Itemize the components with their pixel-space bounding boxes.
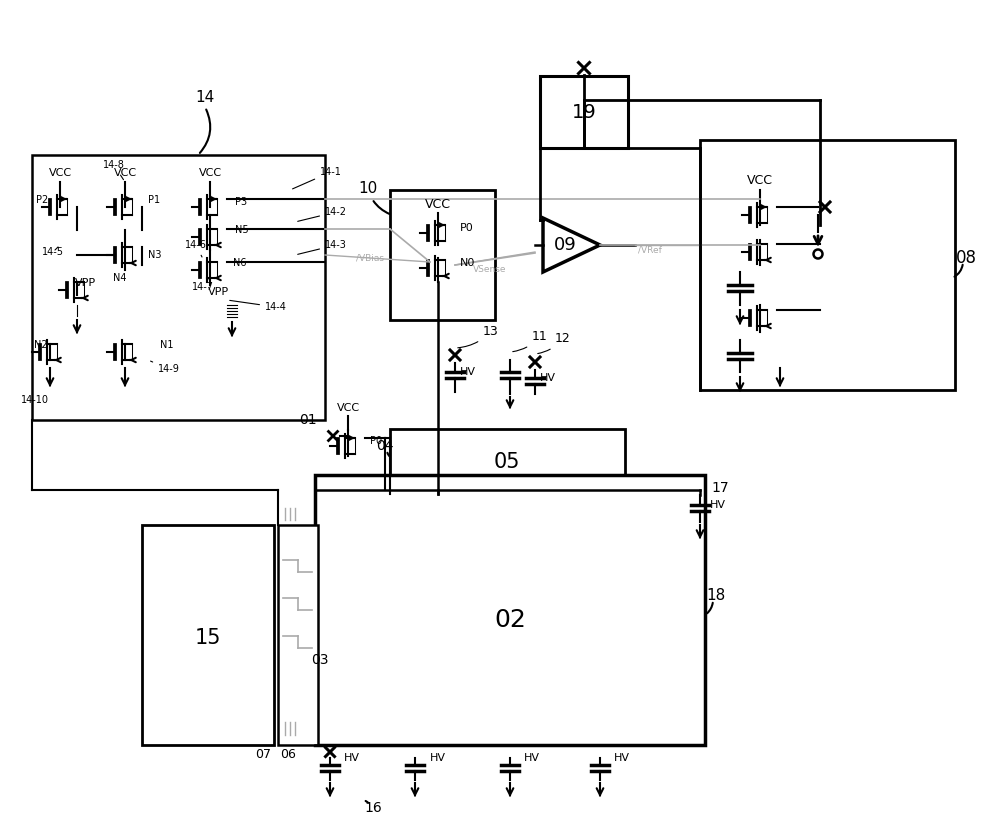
Text: HV: HV (430, 753, 446, 763)
Text: VPP: VPP (74, 278, 96, 288)
Text: 15: 15 (195, 628, 221, 648)
Text: 16: 16 (364, 801, 382, 815)
Text: HV: HV (614, 753, 630, 763)
Text: HV: HV (460, 367, 476, 377)
Text: 14-9: 14-9 (151, 361, 180, 374)
Text: 11: 11 (513, 330, 548, 352)
Text: 17: 17 (711, 481, 729, 495)
Bar (142, 525, 274, 745)
Text: 01: 01 (299, 413, 317, 427)
Text: 14-4: 14-4 (230, 300, 287, 312)
Text: HV: HV (540, 373, 556, 383)
Text: VSense: VSense (473, 266, 507, 275)
Text: 02: 02 (494, 608, 526, 632)
Text: 03: 03 (311, 653, 329, 667)
Text: 12: 12 (538, 332, 571, 353)
Text: 19: 19 (572, 103, 596, 122)
Text: N0: N0 (460, 258, 475, 268)
Text: P1: P1 (148, 195, 160, 205)
Text: 05: 05 (494, 452, 520, 472)
Text: N6: N6 (233, 258, 246, 268)
Text: 06: 06 (280, 749, 296, 761)
Text: 14: 14 (195, 90, 215, 104)
Text: VCC: VCC (425, 198, 451, 211)
Text: P3: P3 (235, 197, 247, 207)
Text: 04: 04 (376, 439, 394, 453)
Bar (390, 429, 625, 494)
Text: 14-8: 14-8 (103, 160, 125, 180)
Bar (390, 190, 495, 320)
Text: VCC: VCC (113, 168, 137, 178)
Text: N2: N2 (34, 340, 48, 350)
Bar (315, 475, 705, 745)
Text: 09: 09 (554, 236, 576, 254)
Text: /VRef: /VRef (638, 246, 662, 255)
Text: N4: N4 (113, 273, 126, 283)
Text: /VBias: /VBias (356, 253, 384, 262)
Text: 10: 10 (358, 181, 389, 214)
Bar (700, 140, 955, 390)
Text: HV: HV (524, 753, 540, 763)
Text: 14-1: 14-1 (293, 167, 342, 189)
Text: 14-5: 14-5 (42, 247, 64, 257)
Text: VCC: VCC (747, 173, 773, 187)
Text: P0: P0 (370, 436, 382, 446)
Bar (32, 155, 325, 420)
Text: VCC: VCC (198, 168, 222, 178)
Bar (540, 76, 628, 148)
Text: VPP: VPP (207, 287, 229, 297)
Text: HV: HV (344, 753, 360, 763)
Text: 14-7: 14-7 (192, 278, 214, 292)
Text: P0: P0 (460, 223, 474, 233)
Text: 07: 07 (255, 749, 271, 761)
Text: N1: N1 (160, 340, 174, 350)
Text: 14-3: 14-3 (298, 240, 347, 254)
Text: 08: 08 (956, 249, 976, 267)
Text: 13: 13 (458, 325, 499, 348)
Text: P2: P2 (36, 195, 48, 205)
Text: N5: N5 (235, 225, 249, 235)
Text: 18: 18 (706, 589, 726, 603)
Text: VCC: VCC (336, 403, 360, 413)
Text: VCC: VCC (48, 168, 72, 178)
Bar (278, 525, 318, 745)
Text: N3: N3 (148, 250, 162, 260)
Text: 14-2: 14-2 (298, 207, 347, 221)
Text: HV: HV (710, 500, 726, 510)
Text: 14-10: 14-10 (21, 395, 49, 405)
Text: 14-6: 14-6 (185, 240, 207, 257)
